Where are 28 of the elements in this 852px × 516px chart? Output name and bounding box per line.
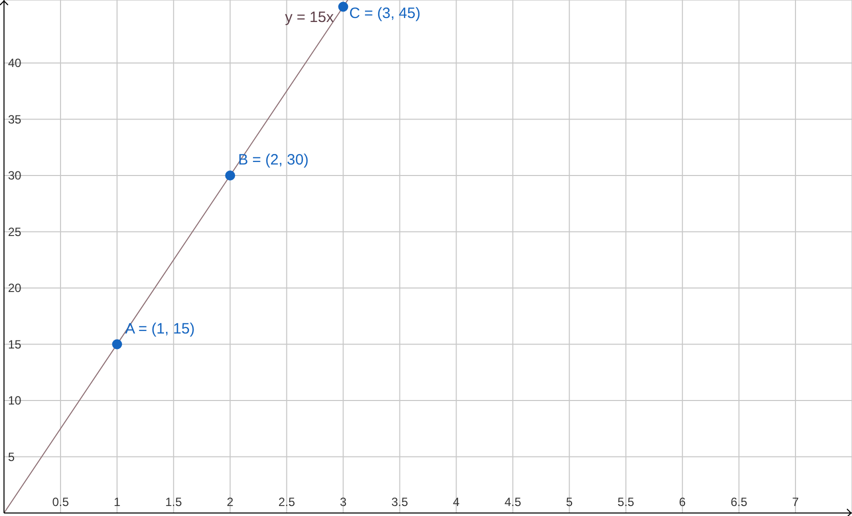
- y-tick-label: 10: [8, 394, 22, 408]
- x-tick-label: 6: [679, 495, 686, 509]
- x-tick-label: 6.5: [730, 495, 748, 509]
- y-tick-label: 30: [8, 168, 22, 182]
- y-tick-label: 25: [8, 224, 22, 239]
- point: [225, 170, 236, 180]
- x-tick-label: 1.5: [165, 495, 182, 509]
- x-tick-label: 2.5: [278, 495, 296, 509]
- point: [338, 2, 348, 12]
- series-label: y = 15x: [284, 9, 334, 26]
- x-tick-label: 3.5: [391, 495, 408, 509]
- y-tick-label: 35: [8, 112, 22, 126]
- x-tick-label: 2: [226, 495, 234, 509]
- x-tick-label: 3: [340, 495, 347, 509]
- point: [112, 339, 122, 350]
- x-tick-label: 4.5: [504, 495, 522, 509]
- data-label: B = (2, 30): [238, 152, 309, 168]
- x-tick-label: 1: [114, 495, 121, 509]
- x-tick-label: 4: [452, 495, 460, 509]
- y-tick-label: 5: [8, 450, 15, 464]
- y-tick-label: 40: [8, 56, 22, 70]
- data-label: C = (3, 45): [349, 4, 420, 22]
- y-tick-label: 15: [8, 337, 22, 352]
- x-tick-label: 0.5: [52, 495, 70, 509]
- x-tick-label: 7: [792, 495, 800, 509]
- x-tick-label: 5.5: [618, 495, 635, 509]
- y-tick-label: 20: [8, 281, 22, 295]
- x-tick-label: 5: [566, 495, 573, 509]
